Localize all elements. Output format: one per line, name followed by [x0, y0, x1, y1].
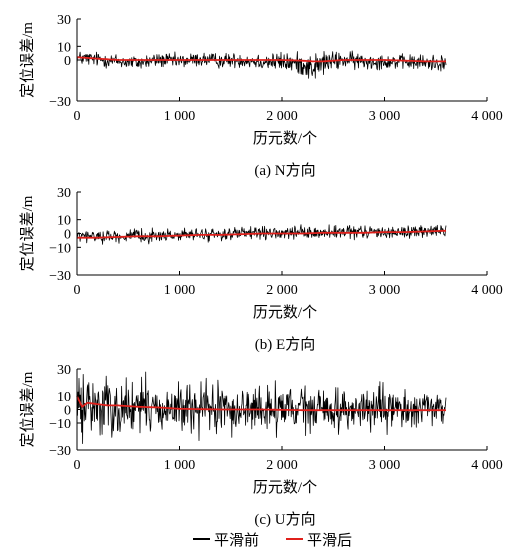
- x-tick-label-0-4: 4 000: [471, 109, 503, 124]
- x-tick-label-1-4: 4 000: [471, 283, 503, 298]
- x-tick-label-1-2: 2 000: [266, 283, 298, 298]
- series-line-before-0: [76, 50, 447, 79]
- y-tick-label-2-3: 10: [57, 390, 71, 405]
- series-line-after-1: [77, 229, 447, 239]
- x-tick-label-0-3: 3 000: [369, 109, 401, 124]
- y-tick-label-2-0: −30: [49, 444, 71, 459]
- y-tick-label-1-1: −10: [49, 241, 71, 256]
- y-tick-label-0-0: −30: [49, 95, 71, 110]
- panel-caption-0: (a) N方向: [254, 162, 315, 179]
- y-tick-label-1-4: 30: [57, 186, 71, 201]
- legend: 平滑前 平滑后: [193, 532, 352, 549]
- y-tick-label-2-4: 30: [57, 363, 71, 378]
- y-tick-label-2-1: −10: [49, 417, 71, 432]
- x-tick-label-2-2: 2 000: [266, 458, 298, 473]
- x-tick-label-2-1: 1 000: [164, 458, 196, 473]
- x-tick-label-2-4: 4 000: [471, 458, 503, 473]
- x-axis-title-0: 历元数/个: [253, 130, 317, 147]
- x-tick-label-0-1: 1 000: [164, 109, 196, 124]
- x-tick-label-2-3: 3 000: [369, 458, 401, 473]
- x-tick-label-0-0: 0: [74, 109, 81, 124]
- series-line-before-2: [76, 371, 447, 444]
- y-tick-label-2-2: 0: [64, 404, 71, 419]
- y-axis-title-2: 定位误差/m: [19, 371, 36, 447]
- x-tick-label-1-3: 3 000: [369, 283, 401, 298]
- panel-caption-1: (b) E方向: [255, 336, 315, 353]
- series-line-before-1: [76, 224, 447, 245]
- y-axis-title-1: 定位误差/m: [19, 195, 36, 271]
- y-tick-label-0-1: 0: [64, 54, 71, 69]
- y-tick-label-1-0: −30: [49, 269, 71, 284]
- x-tick-label-1-1: 1 000: [164, 283, 196, 298]
- y-tick-label-0-2: 10: [57, 40, 71, 55]
- x-axis-title-1: 历元数/个: [253, 304, 317, 321]
- panel-caption-2: (c) U方向: [254, 511, 315, 528]
- y-axis-title-0: 定位误差/m: [19, 22, 36, 98]
- x-tick-label-1-0: 0: [74, 283, 81, 298]
- y-tick-label-1-2: 0: [64, 228, 71, 243]
- y-tick-label-1-3: 10: [57, 214, 71, 229]
- x-tick-label-2-0: 0: [74, 458, 81, 473]
- x-tick-label-0-2: 2 000: [266, 109, 298, 124]
- y-tick-label-0-3: 30: [57, 13, 71, 28]
- series-line-after-0: [77, 56, 446, 63]
- x-axis-title-2: 历元数/个: [253, 479, 317, 496]
- legend-label-before: 平滑前: [214, 532, 259, 549]
- series-line-after-2: [76, 395, 446, 412]
- legend-label-after: 平滑后: [307, 532, 352, 549]
